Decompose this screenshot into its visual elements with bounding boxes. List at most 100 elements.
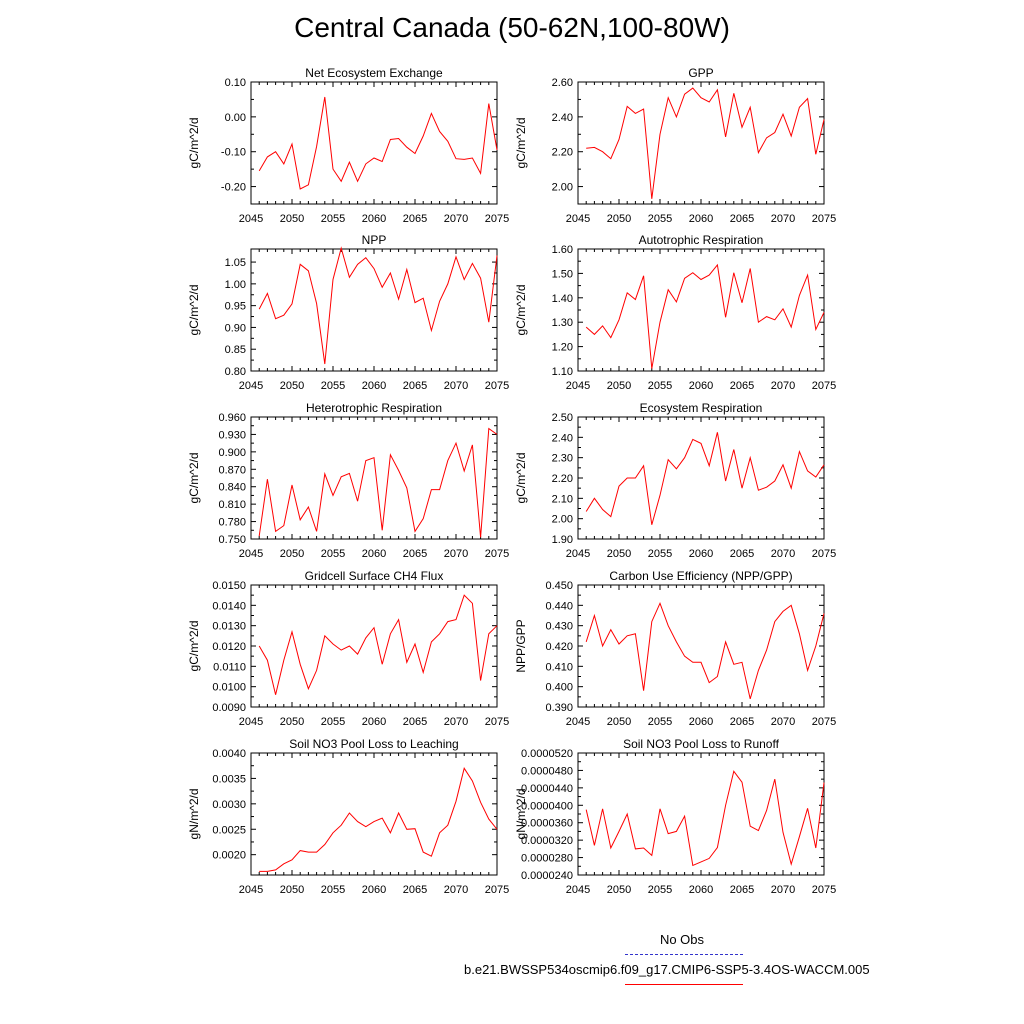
chart-title: Net Ecosystem Exchange bbox=[305, 66, 443, 80]
y-tick-label: 0.0030 bbox=[212, 799, 246, 811]
x-tick-label: 2060 bbox=[689, 213, 713, 225]
x-tick-label: 2050 bbox=[280, 548, 304, 560]
x-tick-label: 2045 bbox=[566, 884, 590, 896]
x-tick-label: 2055 bbox=[648, 716, 672, 728]
y-tick-label: 1.10 bbox=[552, 366, 573, 378]
y-tick-label: 0.430 bbox=[545, 621, 573, 633]
x-tick-label: 2065 bbox=[730, 716, 754, 728]
y-tick-label: 0.0000520 bbox=[521, 748, 573, 760]
y-tick-label: 2.50 bbox=[552, 412, 573, 424]
x-tick-label: 2065 bbox=[403, 380, 427, 392]
y-tick-label: 0.95 bbox=[225, 301, 246, 313]
x-tick-label: 2050 bbox=[280, 380, 304, 392]
x-tick-label: 2055 bbox=[648, 213, 672, 225]
plot-frame bbox=[250, 81, 498, 205]
x-tick-label: 2055 bbox=[321, 884, 345, 896]
x-tick-label: 2065 bbox=[403, 548, 427, 560]
x-tick-label: 2045 bbox=[239, 716, 263, 728]
plot-frame bbox=[577, 584, 825, 708]
x-tick-label: 2065 bbox=[403, 716, 427, 728]
y-tick-label: 2.60 bbox=[552, 77, 573, 89]
x-tick-label: 2070 bbox=[771, 548, 795, 560]
series-line bbox=[258, 246, 498, 365]
y-tick-label: 0.0040 bbox=[212, 748, 246, 760]
x-tick-label: 2055 bbox=[321, 548, 345, 560]
y-tick-label: 0.0110 bbox=[213, 661, 246, 673]
y-tick-label: 1.50 bbox=[552, 268, 573, 280]
x-tick-label: 2070 bbox=[444, 884, 468, 896]
x-tick-label: 2065 bbox=[730, 213, 754, 225]
chart-panel-1: GPP gC/m^2/d 2.60 2.40 2.20 2.00 2045 2050 2055 2… bbox=[514, 66, 836, 225]
y-tick-label: 2.00 bbox=[552, 182, 573, 194]
y-tick-label: 0.870 bbox=[218, 464, 246, 476]
x-tick-label: 2065 bbox=[730, 548, 754, 560]
y-tick-label: 2.30 bbox=[552, 453, 573, 465]
x-tick-label: 2075 bbox=[485, 548, 509, 560]
x-tick-label: 2070 bbox=[771, 380, 795, 392]
chart-panel-6: Gridcell Surface CH4 Flux gC/m^2/d 0.0150 0… bbox=[187, 569, 509, 728]
series-line bbox=[585, 770, 825, 867]
x-tick-label: 2050 bbox=[607, 213, 631, 225]
y-axis-label: gC/m^2/d bbox=[187, 118, 201, 169]
chart-title: Ecosystem Respiration bbox=[640, 401, 763, 415]
x-tick-label: 2055 bbox=[648, 884, 672, 896]
y-tick-label: 0.0035 bbox=[212, 773, 246, 785]
x-tick-label: 2075 bbox=[485, 716, 509, 728]
plot-frame bbox=[250, 752, 498, 876]
y-tick-label: -0.10 bbox=[221, 147, 246, 159]
y-tick-label: 0.10 bbox=[225, 77, 246, 89]
x-tick-label: 2075 bbox=[812, 716, 836, 728]
x-tick-label: 2055 bbox=[648, 380, 672, 392]
x-tick-label: 2050 bbox=[607, 884, 631, 896]
chart-title: Autotrophic Respiration bbox=[639, 233, 764, 247]
chart-title: GPP bbox=[688, 66, 713, 80]
y-tick-label: 1.60 bbox=[552, 244, 573, 256]
x-tick-label: 2075 bbox=[812, 213, 836, 225]
y-tick-label: 0.0025 bbox=[212, 824, 246, 836]
x-tick-label: 2045 bbox=[239, 213, 263, 225]
y-axis-label: gC/m^2/d bbox=[187, 285, 201, 336]
x-tick-label: 2070 bbox=[444, 380, 468, 392]
y-tick-label: 2.20 bbox=[552, 147, 573, 159]
x-tick-label: 2070 bbox=[444, 548, 468, 560]
y-tick-label: 2.40 bbox=[552, 432, 573, 444]
y-axis-label: gC/m^2/d bbox=[514, 453, 528, 504]
main-title: Central Canada (50-62N,100-80W) bbox=[294, 12, 730, 43]
x-tick-label: 2065 bbox=[403, 213, 427, 225]
y-tick-label: -0.20 bbox=[221, 182, 246, 194]
legend-model-line bbox=[625, 984, 743, 985]
x-tick-label: 2050 bbox=[607, 716, 631, 728]
chart-title: Heterotrophic Respiration bbox=[306, 401, 442, 415]
x-tick-label: 2060 bbox=[362, 716, 386, 728]
y-tick-label: 0.900 bbox=[218, 447, 246, 459]
y-tick-label: 1.90 bbox=[552, 534, 573, 546]
x-tick-label: 2060 bbox=[362, 884, 386, 896]
y-tick-label: 0.0100 bbox=[212, 682, 246, 694]
y-tick-label: 0.450 bbox=[545, 580, 573, 592]
y-tick-label: 1.05 bbox=[225, 257, 246, 269]
chart-title: Soil NO3 Pool Loss to Runoff bbox=[623, 737, 780, 751]
y-tick-label: 0.0000480 bbox=[521, 765, 573, 777]
y-tick-label: 0.0130 bbox=[212, 621, 246, 633]
legend-obs-label: No Obs bbox=[659, 932, 705, 947]
y-tick-label: 0.90 bbox=[225, 322, 246, 334]
y-tick-label: 0.440 bbox=[545, 600, 573, 612]
x-tick-label: 2060 bbox=[362, 548, 386, 560]
x-tick-label: 2050 bbox=[280, 213, 304, 225]
y-tick-label: 0.390 bbox=[545, 702, 573, 714]
x-tick-label: 2055 bbox=[648, 548, 672, 560]
chart-panel-2: NPP gC/m^2/d 1.05 1.00 0.95 0.90 0.85 0.80 2045 2… bbox=[187, 233, 509, 392]
x-tick-label: 2075 bbox=[812, 380, 836, 392]
y-tick-label: 0.780 bbox=[218, 517, 246, 529]
plot-frame bbox=[577, 81, 825, 205]
x-tick-label: 2055 bbox=[321, 380, 345, 392]
y-tick-label: 1.20 bbox=[552, 342, 573, 354]
y-axis-label: gC/m^2/d bbox=[514, 285, 528, 336]
y-tick-label: 0.840 bbox=[218, 482, 246, 494]
y-tick-label: 0.0000360 bbox=[521, 818, 573, 830]
x-tick-label: 2050 bbox=[280, 716, 304, 728]
x-tick-label: 2070 bbox=[444, 213, 468, 225]
x-tick-label: 2060 bbox=[689, 380, 713, 392]
y-tick-label: 0.80 bbox=[225, 366, 246, 378]
